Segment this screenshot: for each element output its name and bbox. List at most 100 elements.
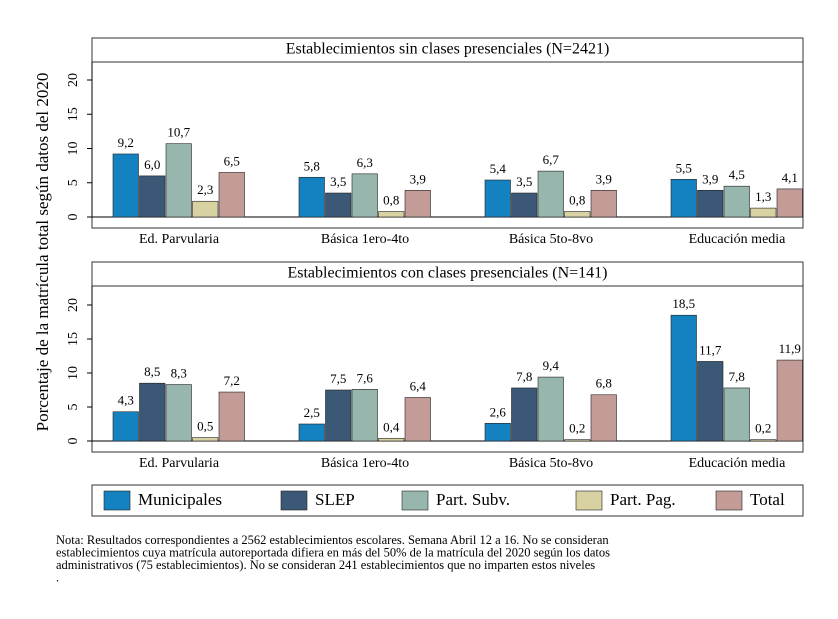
x-tick-label: Ed. Parvularia [139, 456, 220, 471]
y-tick-label: 10 [66, 366, 81, 380]
note-line: Nota: Resultados correspondientes a 2562… [56, 533, 609, 547]
x-tick-label: Educación media [689, 456, 787, 471]
value-label: 4,3 [118, 393, 134, 408]
value-label: 7,5 [330, 371, 346, 386]
bar [484, 179, 511, 218]
y-axis-label: Porcentaje de la matrícula total según d… [33, 73, 52, 432]
value-label: 11,7 [699, 342, 722, 357]
legend-swatch [103, 490, 131, 511]
bar [404, 397, 431, 442]
bar [590, 189, 617, 218]
bar [537, 170, 564, 218]
bar [378, 211, 405, 218]
x-tick-label: Básica 5to-8vo [509, 456, 593, 471]
legend-label: Municipales [138, 490, 222, 509]
bar [564, 439, 591, 442]
value-label: 1,3 [755, 189, 771, 204]
note-line: . [56, 570, 59, 584]
value-label: 5,5 [676, 160, 692, 175]
y-tick-label: 15 [66, 107, 81, 121]
note-line: establecimientos cuya matrícula autorepo… [56, 545, 610, 559]
x-tick-label: Educación media [689, 232, 787, 247]
bar [139, 382, 166, 442]
bar [723, 185, 750, 218]
bar [378, 437, 405, 442]
value-label: 3,9 [596, 171, 612, 186]
value-label: 6,4 [410, 378, 427, 393]
bar [776, 188, 803, 218]
legend-label: Part. Pag. [610, 490, 676, 509]
value-label: 4,1 [782, 170, 798, 185]
value-label: 8,3 [171, 366, 187, 381]
bar [218, 391, 245, 442]
y-tick-label: 0 [66, 438, 81, 445]
bar [112, 153, 139, 218]
panel-title: Establecimientos sin clases presenciales… [286, 41, 610, 58]
bar [192, 200, 219, 218]
bar [325, 389, 352, 442]
value-label: 3,5 [516, 174, 532, 189]
value-label: 11,9 [779, 341, 801, 356]
value-label: 18,5 [672, 296, 695, 311]
bar [697, 189, 724, 218]
bar [192, 437, 219, 442]
value-label: 3,5 [330, 174, 346, 189]
bar [484, 423, 511, 442]
value-label: 0,8 [383, 193, 399, 208]
bar [139, 175, 166, 218]
value-label: 2,6 [490, 404, 507, 419]
bar [723, 387, 750, 442]
x-tick-label: Básica 5to-8vo [509, 232, 593, 247]
y-tick-label: 15 [66, 332, 81, 346]
legend-swatch [401, 490, 429, 511]
bar [298, 423, 325, 442]
bar [112, 411, 139, 442]
y-tick-label: 20 [66, 298, 81, 312]
value-label: 7,8 [516, 369, 532, 384]
value-label: 6,0 [144, 157, 160, 172]
y-tick-label: 20 [66, 73, 81, 87]
bar [750, 439, 777, 442]
bar [325, 192, 352, 218]
bar [697, 361, 724, 442]
y-tick-label: 0 [66, 214, 81, 221]
bar [351, 173, 378, 218]
y-tick-label: 5 [66, 404, 81, 411]
value-label: 9,4 [543, 358, 560, 373]
bar [537, 376, 564, 442]
value-label: 7,6 [357, 370, 374, 385]
bar [670, 179, 697, 218]
legend-box [91, 484, 804, 517]
bar [351, 389, 378, 442]
x-tick-label: Ed. Parvularia [139, 232, 220, 247]
value-label: 3,9 [702, 171, 718, 186]
bar [670, 314, 697, 442]
value-label: 0,8 [569, 193, 585, 208]
y-tick-label: 10 [66, 142, 81, 156]
value-label: 2,3 [197, 182, 213, 197]
value-label: 2,5 [304, 405, 320, 420]
legend-swatch [715, 490, 743, 511]
value-label: 6,7 [543, 152, 560, 167]
value-label: 0,2 [569, 421, 585, 436]
note-line: administrativos (75 establecimientos). N… [56, 558, 595, 572]
legend-label: SLEP [315, 490, 355, 509]
bar [165, 143, 192, 218]
bar [511, 387, 538, 442]
bar [564, 211, 591, 218]
bar [750, 207, 777, 218]
bar [298, 176, 325, 218]
bar [218, 172, 245, 218]
bar [511, 192, 538, 218]
bar [590, 394, 617, 442]
value-label: 6,3 [357, 155, 373, 170]
panel-title: Establecimientos con clases presenciales… [287, 265, 607, 282]
value-label: 6,8 [596, 376, 612, 391]
value-label: 0,4 [383, 419, 400, 434]
x-tick-label: Básica 1ero-4to [321, 232, 409, 247]
value-label: 7,2 [224, 373, 240, 388]
value-label: 10,7 [167, 125, 190, 140]
legend-label: Total [750, 490, 785, 509]
value-label: 0,5 [197, 419, 213, 434]
value-label: 9,2 [118, 135, 134, 150]
